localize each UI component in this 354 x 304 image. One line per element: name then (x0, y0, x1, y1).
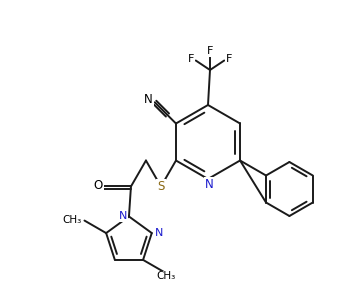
Text: CH₃: CH₃ (156, 271, 175, 282)
Text: N: N (119, 211, 127, 221)
Text: N: N (155, 228, 163, 237)
Text: CH₃: CH₃ (62, 215, 81, 225)
Text: F: F (226, 54, 233, 64)
Text: F: F (188, 54, 194, 64)
Text: S: S (157, 180, 165, 193)
Text: N: N (144, 93, 153, 106)
Text: F: F (207, 46, 213, 56)
Text: O: O (93, 179, 103, 192)
Text: N: N (205, 178, 213, 191)
